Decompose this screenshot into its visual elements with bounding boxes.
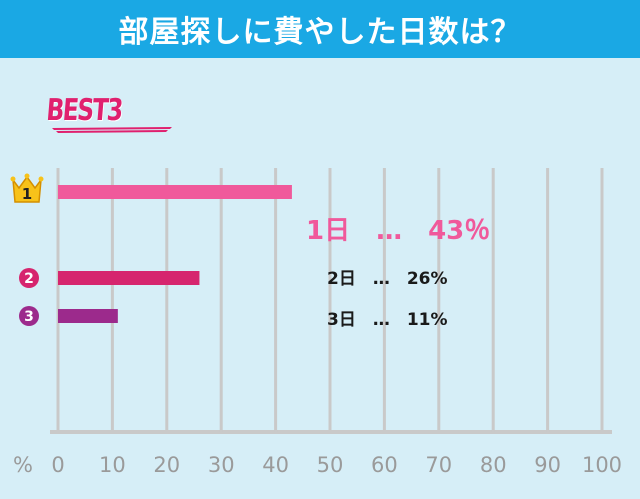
bars [58,185,292,323]
result-label-2: 2日 … 26% [327,269,448,289]
x-tick-label-10: 10 [99,453,126,477]
x-tick-label-70: 70 [425,453,452,477]
x-tick-label-80: 80 [480,453,507,477]
result-label-1: 1日 … 43％ [306,216,491,246]
x-tick-label-50: 50 [317,453,344,477]
gridlines [50,168,612,434]
x-tick-label-30: 30 [208,453,235,477]
bar-1 [58,185,292,199]
bar-3 [58,309,118,323]
x-tick-label-0: 0 [51,453,64,477]
rank-2-badge: 2 [19,268,39,288]
x-tick-label-20: 20 [153,453,180,477]
x-tick-labels: 0 10 20 30 40 50 60 70 80 90 100% [13,453,622,477]
rank-3-badge: 3 [19,306,39,326]
x-tick-label-40: 40 [262,453,289,477]
x-axis-unit-label: % [13,453,33,477]
result-label-3: 3日 … 11% [327,310,448,330]
rank-3-number: 3 [24,309,34,325]
crown-icon: 1 [10,173,44,203]
rank-markers: 1 2 3 [10,173,44,326]
x-tick-label-60: 60 [371,453,398,477]
x-tick-label-90: 90 [534,453,561,477]
title-banner: 部屋探しに費やした日数は？ [0,0,640,58]
bar-2 [58,271,200,285]
rank-2-number: 2 [24,271,34,287]
best3-underline [52,127,172,133]
x-tick-label-100: 100 [582,453,622,477]
chart-title: 部屋探しに費やした日数は？ [118,15,522,50]
rank-1-number: 1 [22,185,32,203]
